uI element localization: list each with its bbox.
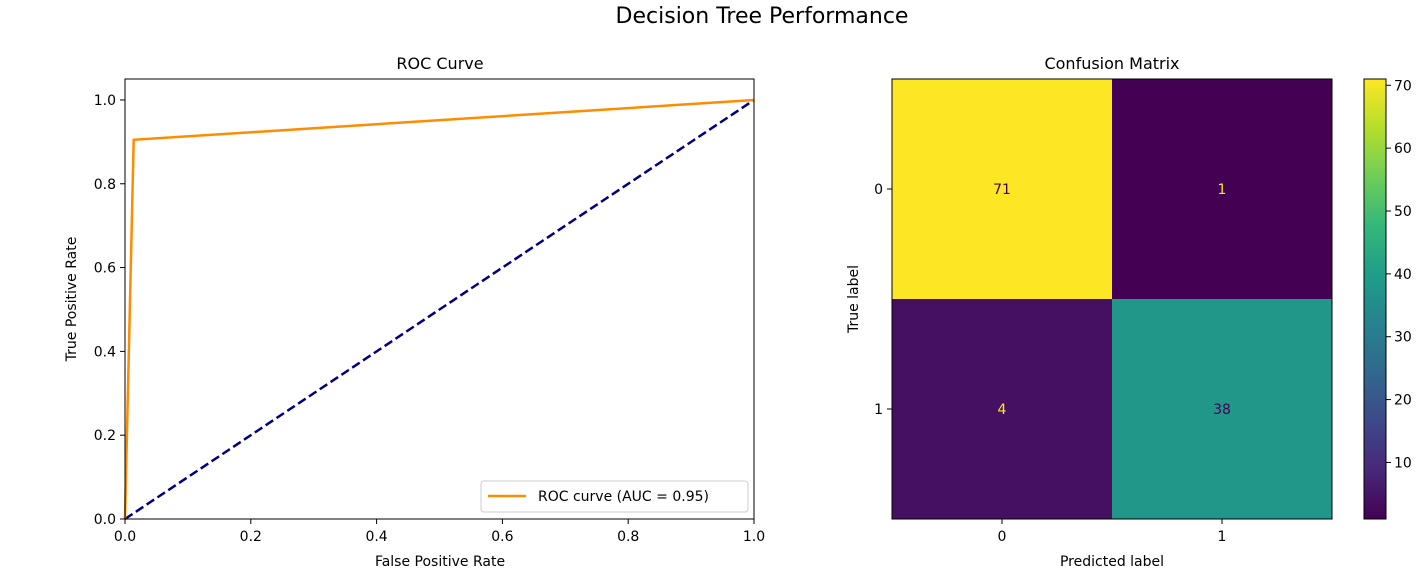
colorbar-tick-label: 10 <box>1394 455 1412 471</box>
cm-axes-frame <box>891 78 1333 520</box>
figure-title: Decision Tree Performance <box>616 4 909 29</box>
roc-plot-area <box>125 79 754 519</box>
colorbar <box>1363 78 1387 520</box>
roc-legend-label: ROC curve (AUC = 0.95) <box>538 489 709 505</box>
confusion-matrix-chart: Confusion Matrix 71 14 38 0 101 Predicted l… <box>846 54 1412 570</box>
roc-y-tick-label: 0.2 <box>94 428 116 444</box>
cm-cell-value: 4 <box>998 402 1007 418</box>
roc-y-tick-label: 0.6 <box>94 261 116 277</box>
cm-y-tick-label: 1 <box>874 402 883 418</box>
cm-cell-value: 38 <box>1213 402 1231 418</box>
colorbar-tick-label: 30 <box>1394 330 1412 346</box>
roc-y-tick-label: 0.8 <box>94 177 116 193</box>
cm-y-tick-label: 0 <box>874 182 883 198</box>
roc-x-tick-label: 0.4 <box>365 529 387 545</box>
roc-legend-box <box>480 480 749 513</box>
roc-y-axis-label: True Positive Rate <box>64 237 80 363</box>
cm-cell-0-0 <box>892 79 1112 299</box>
roc-x-tick-label: 0.2 <box>240 529 262 545</box>
cm-cell-1-1 <box>1112 299 1332 519</box>
roc-axes-frame <box>124 78 755 520</box>
cm-title: Confusion Matrix <box>1044 54 1179 73</box>
colorbar-tick-label: 50 <box>1394 204 1412 220</box>
roc-x-axis-label: False Positive Rate <box>375 554 505 570</box>
cm-y-axis-label: True label <box>846 265 862 334</box>
cm-x-tick-label: 1 <box>1218 529 1227 545</box>
roc-x-tick-label: 0.6 <box>491 529 513 545</box>
colorbar-tick-label: 20 <box>1394 393 1412 409</box>
roc-x-tick-label: 1.0 <box>743 529 765 545</box>
roc-x-tick-label: 0.8 <box>617 529 639 545</box>
colorbar-tick-label: 40 <box>1394 267 1412 283</box>
roc-title: ROC Curve <box>396 54 483 73</box>
cm-x-axis-label: Predicted label <box>1060 554 1164 570</box>
cm-cell-0-1 <box>1112 79 1332 299</box>
roc-y-tick-label: 0.4 <box>94 344 116 360</box>
roc-y-tick-label: 0.0 <box>94 512 116 528</box>
roc-legend: ROC curve (AUC = 0.95) <box>480 480 749 513</box>
roc-x-tick-label: 0.0 <box>114 529 136 545</box>
roc-series-0-line <box>123 98 755 520</box>
cm-x-tick-label: 0 <box>998 529 1007 545</box>
colorbar-tick-label: 60 <box>1394 141 1412 157</box>
cm-cell-value: 71 <box>993 182 1011 198</box>
cm-cell-value: 1 <box>1218 182 1227 198</box>
cm-cell-1-0 <box>892 299 1112 519</box>
colorbar-tick-label: 70 <box>1394 78 1412 94</box>
roc-series-1-line <box>124 98 755 521</box>
roc-chart: ROC Curve 0.0 0.2 0.4 0.6 0.8 1.0 0.0 0.2 0.4 0.6… <box>64 54 765 570</box>
roc-y-tick-label: 1.0 <box>94 93 116 109</box>
